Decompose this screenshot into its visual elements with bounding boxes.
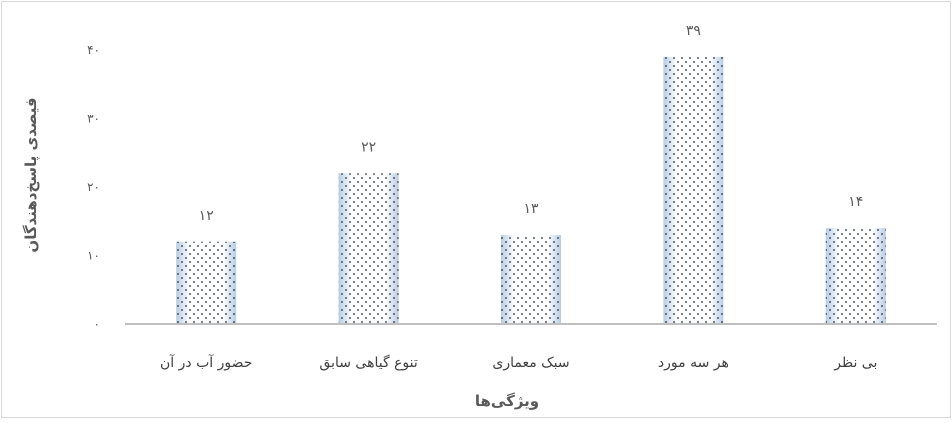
bar-dot-pattern xyxy=(825,228,886,324)
x-category-label: تنوع گیاهی سابق xyxy=(319,354,417,371)
x-category-label: سبک معماری xyxy=(492,355,569,371)
bar-dot-pattern xyxy=(338,173,399,324)
bar xyxy=(338,173,399,324)
y-tick-label: ۲۰ xyxy=(87,180,100,194)
y-tick-label: ۱۰ xyxy=(87,249,100,263)
bar xyxy=(176,241,237,324)
bar-data-label: ۳۹ xyxy=(686,23,701,39)
bar xyxy=(501,234,561,324)
y-tick-label: ۰ xyxy=(94,317,100,331)
bar-data-label: ۱۲ xyxy=(199,208,214,224)
x-axis-title: ویژگی‌ها xyxy=(475,392,539,410)
bar xyxy=(663,56,724,324)
y-tick-label: ۴۰ xyxy=(87,43,100,57)
x-category-label: بی نظر xyxy=(833,355,877,371)
bar-dot-pattern xyxy=(663,56,724,324)
bar xyxy=(825,228,886,324)
bar-data-label: ۱۳ xyxy=(523,201,539,217)
bar-dot-pattern xyxy=(501,234,561,324)
bar-data-label: ۲۲ xyxy=(361,139,376,155)
x-category-label: حضور آب در آن xyxy=(160,354,252,371)
bar-dot-pattern xyxy=(176,241,237,324)
bar-data-label: ۱۴ xyxy=(848,194,863,210)
x-category-label: هر سه مورد xyxy=(658,355,729,371)
y-tick-label: ۳۰ xyxy=(87,112,100,126)
y-axis-title: فیصدی پاسخ‌دهندگان xyxy=(22,97,41,252)
